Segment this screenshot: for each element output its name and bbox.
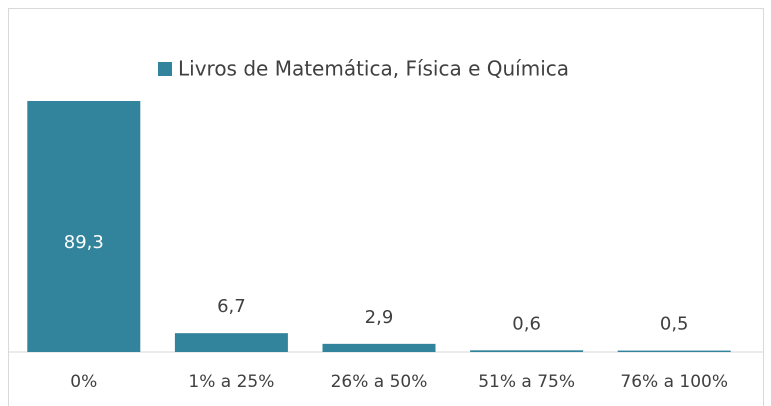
legend-swatch bbox=[158, 62, 172, 76]
data-label: 89,3 bbox=[64, 232, 104, 253]
legend-label: Livros de Matemática, Física e Química bbox=[178, 57, 569, 81]
bar bbox=[27, 101, 141, 352]
data-label: 6,7 bbox=[217, 296, 246, 317]
data-label: 0,6 bbox=[512, 313, 541, 334]
bar bbox=[617, 350, 731, 352]
bar bbox=[174, 333, 288, 352]
bar bbox=[322, 343, 436, 352]
x-tick-label: 0% bbox=[70, 372, 97, 392]
data-label: 2,9 bbox=[365, 307, 394, 328]
data-label: 0,5 bbox=[660, 314, 689, 335]
x-tick-label: 26% a 50% bbox=[331, 372, 428, 392]
chart-border bbox=[8, 8, 764, 406]
x-tick-label: 1% a 25% bbox=[188, 372, 274, 392]
x-tick-label: 51% a 75% bbox=[478, 372, 575, 392]
x-tick-label: 76% a 100% bbox=[620, 372, 728, 392]
bar bbox=[470, 350, 584, 352]
